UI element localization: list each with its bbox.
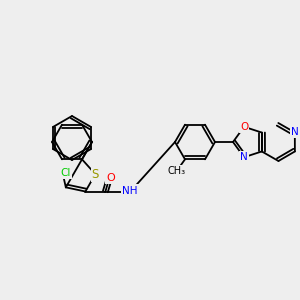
Text: O: O: [240, 122, 248, 132]
Text: S: S: [92, 168, 99, 181]
Text: N: N: [240, 152, 248, 162]
Text: NH: NH: [122, 185, 138, 196]
Text: N: N: [291, 128, 299, 137]
Text: Cl: Cl: [61, 168, 71, 178]
Text: CH₃: CH₃: [168, 166, 186, 176]
Text: O: O: [106, 172, 115, 182]
